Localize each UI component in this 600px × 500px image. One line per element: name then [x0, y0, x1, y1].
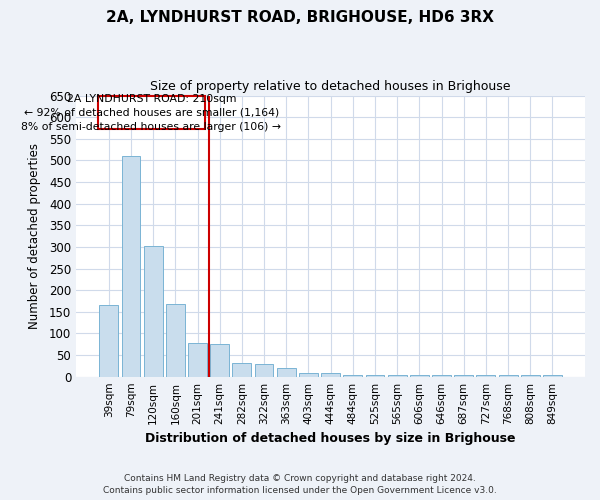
Bar [476, 375, 496, 376]
X-axis label: Distribution of detached houses by size in Brighouse: Distribution of detached houses by size … [145, 432, 516, 445]
Bar [122, 156, 140, 376]
Bar [365, 374, 385, 376]
Bar [210, 344, 229, 376]
Bar [166, 304, 185, 376]
Bar [277, 368, 296, 376]
Bar [321, 373, 340, 376]
Bar [499, 375, 518, 376]
Bar [299, 373, 318, 376]
Bar [454, 375, 473, 376]
FancyBboxPatch shape [98, 96, 205, 130]
Bar [388, 375, 407, 376]
Text: Contains HM Land Registry data © Crown copyright and database right 2024.
Contai: Contains HM Land Registry data © Crown c… [103, 474, 497, 495]
Text: 2A, LYNDHURST ROAD, BRIGHOUSE, HD6 3RX: 2A, LYNDHURST ROAD, BRIGHOUSE, HD6 3RX [106, 10, 494, 25]
Y-axis label: Number of detached properties: Number of detached properties [28, 143, 41, 329]
Title: Size of property relative to detached houses in Brighouse: Size of property relative to detached ho… [151, 80, 511, 93]
Bar [521, 375, 539, 376]
Text: 2A LYNDHURST ROAD: 210sqm
← 92% of detached houses are smaller (1,164)
8% of sem: 2A LYNDHURST ROAD: 210sqm ← 92% of detac… [22, 94, 281, 132]
Bar [432, 375, 451, 376]
Bar [144, 246, 163, 376]
Bar [100, 306, 118, 376]
Bar [254, 364, 274, 376]
Bar [188, 343, 207, 376]
Bar [232, 363, 251, 376]
Bar [343, 374, 362, 376]
Bar [543, 374, 562, 376]
Bar [410, 375, 429, 376]
